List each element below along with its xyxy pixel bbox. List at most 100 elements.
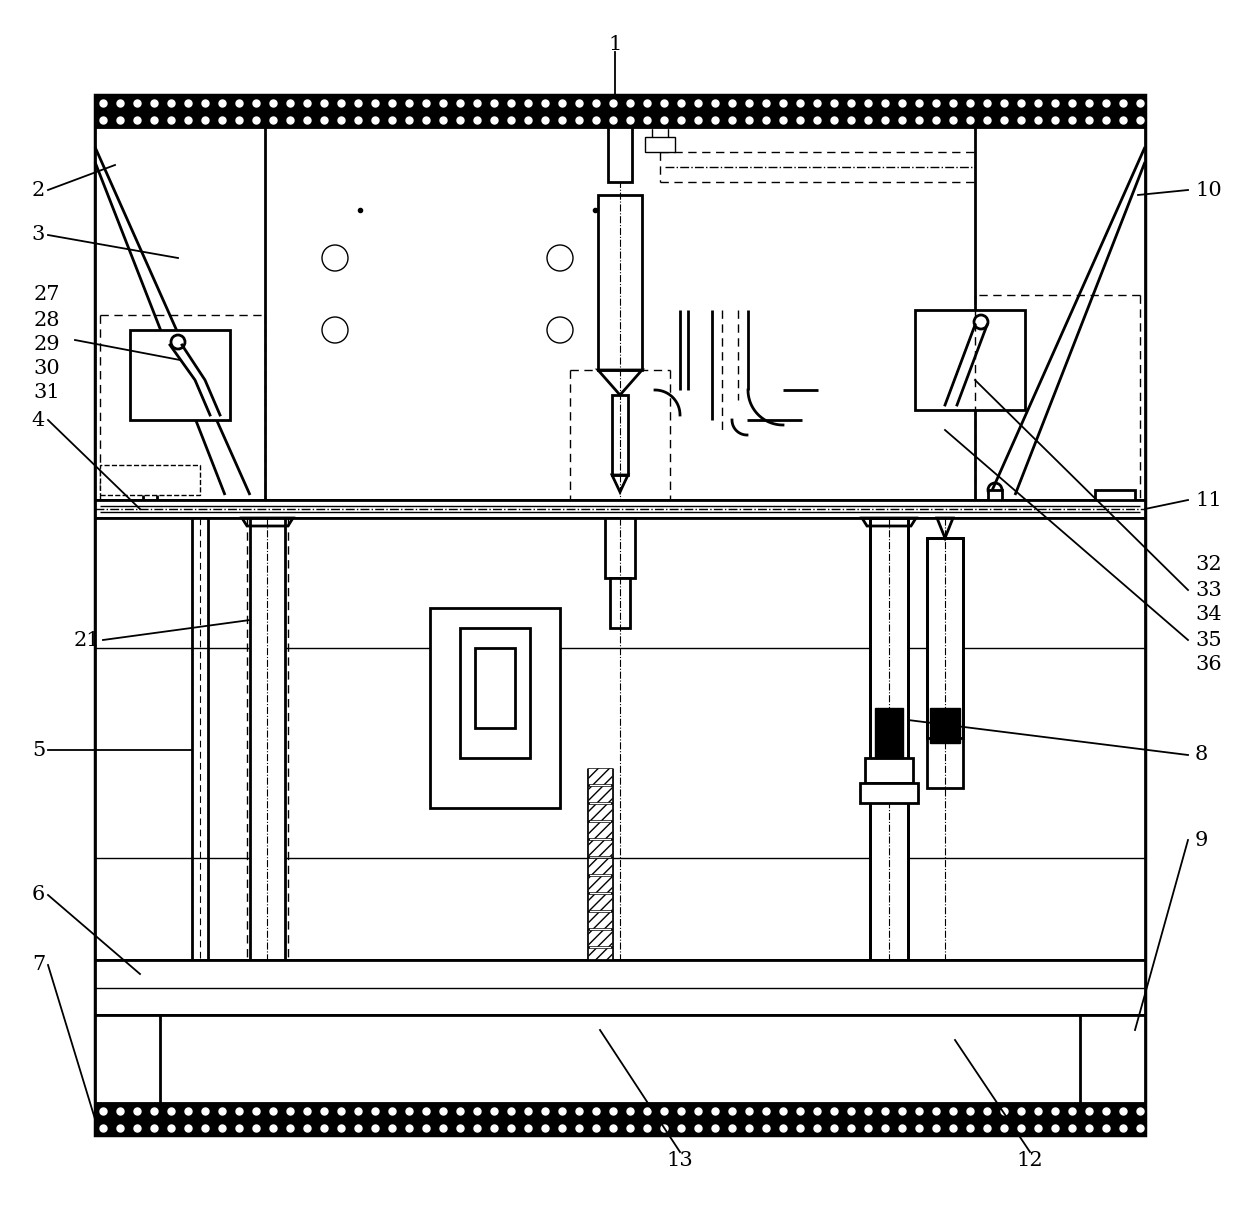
Circle shape [848,117,856,124]
Bar [588,893,613,909]
Text: 9: 9 [1195,831,1208,849]
Bar [1080,152,1138,262]
Bar [815,530,825,575]
Circle shape [491,117,498,124]
Circle shape [882,1125,889,1132]
Circle shape [932,117,940,124]
Circle shape [559,100,565,107]
Circle shape [866,117,872,124]
Bar [95,1015,1145,1102]
Circle shape [813,1125,821,1132]
Circle shape [372,117,379,124]
Circle shape [848,1109,856,1115]
Circle shape [185,100,192,107]
Text: 10: 10 [1195,181,1221,199]
Circle shape [491,100,498,107]
Circle shape [950,117,957,124]
Circle shape [525,100,532,107]
Circle shape [985,1125,991,1132]
Circle shape [763,117,770,124]
Circle shape [134,1109,141,1115]
Circle shape [151,1125,157,1132]
Circle shape [440,1125,446,1132]
Circle shape [780,100,787,107]
Circle shape [389,1109,396,1115]
Circle shape [694,1125,702,1132]
Circle shape [542,117,549,124]
Circle shape [474,117,481,124]
Text: 6: 6 [32,886,45,905]
Circle shape [797,117,804,124]
Circle shape [270,1109,277,1115]
Text: 29: 29 [33,336,60,354]
Circle shape [100,100,107,107]
Bar [588,768,613,784]
Text: 36: 36 [1195,655,1221,675]
Bar [613,395,627,474]
Circle shape [405,1125,413,1132]
Circle shape [1086,100,1092,107]
Circle shape [866,100,872,107]
Circle shape [134,117,141,124]
Bar [930,708,960,744]
Circle shape [644,1109,651,1115]
Circle shape [950,1125,957,1132]
Bar [905,960,985,980]
Circle shape [610,117,618,124]
Circle shape [559,1109,565,1115]
Circle shape [694,1109,702,1115]
Text: 28: 28 [33,311,60,329]
Circle shape [985,117,991,124]
Circle shape [780,1125,787,1132]
Circle shape [458,100,464,107]
Circle shape [661,1125,668,1132]
Circle shape [1120,117,1127,124]
Bar [645,136,675,152]
Bar [160,127,190,157]
Circle shape [644,1125,651,1132]
Circle shape [746,100,753,107]
Bar [1080,152,1138,206]
Circle shape [474,1109,481,1115]
Bar [588,804,613,820]
Bar [95,960,1145,1015]
Circle shape [219,1109,226,1115]
Circle shape [1069,1109,1076,1115]
Circle shape [117,100,124,107]
Circle shape [644,117,651,124]
Circle shape [967,100,973,107]
Circle shape [508,1109,515,1115]
Circle shape [304,1109,311,1115]
Circle shape [932,1109,940,1115]
Bar [100,465,200,495]
Circle shape [746,117,753,124]
Circle shape [474,100,481,107]
Circle shape [1137,1125,1145,1132]
Bar [861,783,918,803]
Circle shape [167,1125,175,1132]
Circle shape [1018,100,1025,107]
Bar [95,95,1145,1136]
Bar [95,500,355,517]
Bar [866,758,913,783]
Text: 2: 2 [32,181,45,199]
Circle shape [423,1109,430,1115]
Bar [608,127,632,182]
Circle shape [797,100,804,107]
Circle shape [508,117,515,124]
Circle shape [185,117,192,124]
Bar [153,97,197,127]
Circle shape [848,100,856,107]
Circle shape [813,117,821,124]
Circle shape [1104,1109,1110,1115]
Circle shape [236,1109,243,1115]
Text: 12: 12 [1017,1150,1043,1170]
Circle shape [831,1125,838,1132]
Bar [928,538,963,737]
Circle shape [899,117,906,124]
Circle shape [916,100,923,107]
Circle shape [321,117,329,124]
Circle shape [491,1125,498,1132]
Circle shape [866,1109,872,1115]
Bar [870,517,908,960]
